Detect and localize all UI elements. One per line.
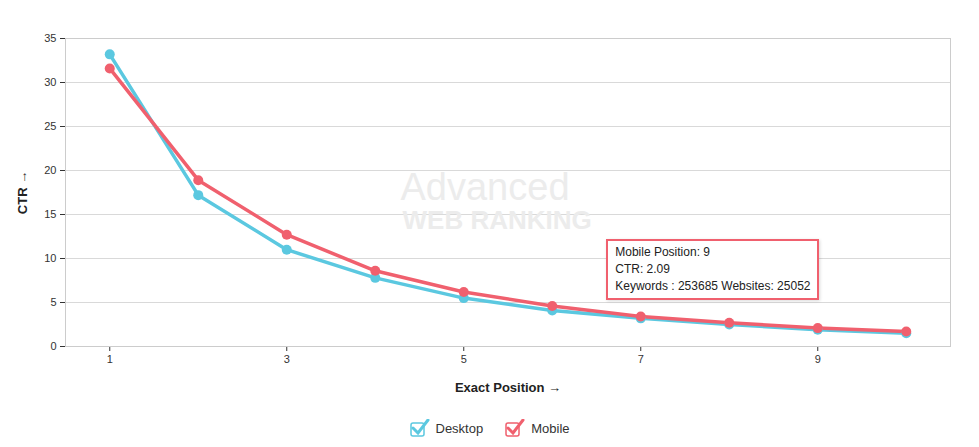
html-text:Mobile: Mobile (531, 420, 570, 436)
svg-text:15: 15 (44, 208, 56, 220)
svg-text:0: 0 (50, 340, 56, 352)
svg-text:Advanced: Advanced (401, 166, 570, 208)
svg-text:35: 35 (44, 32, 56, 44)
html-text:CTR: 2.09: CTR: 2.09 (615, 261, 670, 276)
svg-text:10: 10 (44, 252, 56, 264)
svg-text:1: 1 (107, 353, 113, 365)
svg-text:9: 9 (815, 353, 821, 365)
html-text:Mobile Position: 9: Mobile Position: 9 (615, 244, 710, 259)
svg-text:CTR →: CTR → (15, 171, 30, 214)
svg-text:5: 5 (461, 353, 467, 365)
svg-text:25: 25 (44, 120, 56, 132)
html-text:Keywords : 253685 Websites: 25: Keywords : 253685 Websites: 25052 (615, 278, 811, 293)
html-text:Desktop: Desktop (435, 420, 484, 436)
svg-text:WEB RANKING: WEB RANKING (403, 205, 592, 235)
svg-text:5: 5 (50, 296, 56, 308)
svg-text:20: 20 (44, 164, 56, 176)
svg-text:Exact Position →: Exact Position → (455, 380, 561, 395)
svg-text:30: 30 (44, 76, 56, 88)
svg-text:3: 3 (284, 353, 290, 365)
svg-text:7: 7 (638, 353, 644, 365)
